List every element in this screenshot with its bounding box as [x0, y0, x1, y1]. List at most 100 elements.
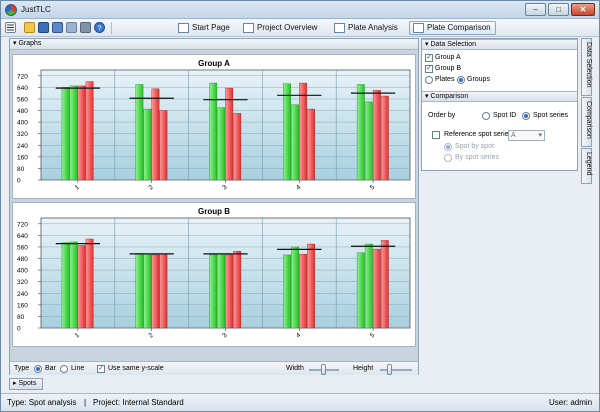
groups-radio[interactable]	[457, 76, 465, 84]
bar	[291, 104, 299, 181]
bar	[151, 88, 160, 181]
bar	[143, 108, 152, 181]
collapse-arrow-icon: ▾	[425, 93, 431, 100]
svg-text:?: ?	[98, 26, 102, 33]
bar	[225, 87, 234, 181]
graphs-footer: Type Bar Line ✓ Use same y-scale Width H…	[10, 361, 418, 375]
tab-start-page-label: Start Page	[192, 23, 230, 32]
side-tab-comparison[interactable]: Comparison	[581, 97, 592, 147]
tab-project-overview[interactable]: Project Overview	[239, 21, 322, 35]
y-tick-label: 0	[17, 178, 21, 185]
x-tick-label: 3	[221, 184, 229, 192]
bar	[372, 248, 381, 329]
y-tick-label: 0	[17, 326, 21, 333]
chart-group-a-svg: Group A 0 80 160 240 320 400 480 560 640 720 1 2 3 4 5	[17, 59, 411, 192]
side-tab-data-selection[interactable]: Data Selection	[581, 38, 592, 96]
plate-comparison-icon	[413, 23, 424, 33]
data-selection-header[interactable]: ▾ Data Selection	[422, 39, 577, 50]
reference-spot-serie-checkbox[interactable]	[432, 131, 440, 139]
bar	[283, 254, 291, 329]
tab-plate-analysis[interactable]: Plate Analysis	[330, 21, 403, 35]
graphs-panel: ▾ Graphs Group A 0 80 160 240 320 400 480 560 640…	[9, 38, 419, 375]
bar	[69, 241, 78, 329]
y-tick-label: 80	[17, 166, 25, 173]
side-tab-legend-label: Legend	[585, 152, 592, 176]
reference-spot-serie-dropdown[interactable]: A	[508, 130, 545, 141]
undo-icon[interactable]	[66, 22, 77, 33]
bar	[307, 243, 315, 329]
group-a-checkbox[interactable]: ✓	[425, 54, 433, 62]
toolbar-separator	[111, 22, 112, 34]
close-button[interactable]: ✕	[571, 3, 595, 16]
tab-plate-comparison[interactable]: Plate Comparison	[409, 21, 496, 35]
toolbar: ? Start Page Project Overview Plate Anal…	[1, 19, 599, 37]
bar	[380, 95, 389, 181]
spot-by-spot-radio[interactable]	[444, 143, 452, 151]
plates-radio[interactable]	[425, 76, 433, 84]
print-icon[interactable]	[80, 22, 91, 33]
line-radio[interactable]	[60, 365, 68, 373]
reference-spot-serie-label: Reference spot serie	[444, 131, 509, 138]
side-tab-legend[interactable]: Legend	[581, 148, 592, 184]
y-tick-label: 560	[17, 244, 28, 251]
bar	[69, 85, 78, 181]
bar	[372, 90, 381, 181]
status-divider: |	[84, 398, 87, 407]
spots-panel-header[interactable]: ▸ Spots	[9, 378, 43, 390]
export-icon[interactable]	[52, 22, 63, 33]
by-spot-series-radio[interactable]	[444, 154, 452, 162]
bar	[209, 82, 218, 181]
y-tick-label: 560	[17, 96, 28, 103]
side-tab-comparison-label: Comparison	[585, 101, 592, 139]
x-tick-label: 1	[74, 184, 82, 192]
menu-icon[interactable]	[5, 22, 16, 33]
bar	[77, 245, 86, 329]
bar	[356, 84, 365, 181]
y-tick-label: 640	[17, 85, 28, 92]
x-tick-label: 5	[369, 332, 377, 340]
tab-start-page[interactable]: Start Page	[174, 21, 235, 35]
width-slider-thumb[interactable]	[321, 364, 326, 375]
bar	[225, 254, 234, 329]
chart-title: Group A	[198, 59, 230, 68]
graphs-header[interactable]: ▾ Graphs	[10, 39, 418, 50]
x-tick-label: 3	[221, 332, 229, 340]
by-spot-series-label: By spot series	[455, 154, 499, 161]
tab-plate-analysis-label: Plate Analysis	[348, 23, 398, 32]
open-folder-icon[interactable]	[24, 22, 35, 33]
height-label: Height	[353, 365, 374, 372]
spot-series-radio[interactable]	[522, 112, 530, 120]
group-b-checkbox[interactable]: ✓	[425, 65, 433, 73]
x-tick-label: 5	[369, 184, 377, 192]
height-slider-thumb[interactable]	[387, 364, 392, 375]
minimize-button[interactable]: –	[525, 3, 546, 16]
y-tick-label: 160	[17, 302, 28, 309]
bar	[85, 238, 94, 329]
title-bar: JustTLC – □ ✕	[1, 1, 599, 19]
bar	[364, 243, 373, 329]
y-tick-label: 240	[17, 291, 28, 298]
same-y-scale-checkbox[interactable]: ✓	[97, 365, 105, 373]
comparison-header[interactable]: ▾ Comparison	[422, 91, 577, 102]
bar	[356, 252, 365, 329]
y-tick-label: 320	[17, 279, 28, 286]
start-page-icon	[178, 23, 189, 33]
bar	[299, 253, 307, 329]
spot-id-radio[interactable]	[482, 112, 490, 120]
bar	[380, 240, 389, 329]
bar	[233, 251, 242, 329]
collapse-arrow-icon: ▾	[425, 41, 431, 48]
height-slider[interactable]	[380, 369, 412, 371]
maximize-button[interactable]: □	[548, 3, 569, 16]
y-tick-label: 480	[17, 256, 28, 263]
save-icon[interactable]	[38, 22, 49, 33]
bar-radio[interactable]	[34, 365, 42, 373]
group-b-label: Group B	[435, 65, 462, 72]
project-overview-icon	[243, 23, 254, 33]
help-icon[interactable]: ?	[94, 22, 105, 33]
bar	[85, 81, 94, 181]
app-logo-icon	[5, 4, 17, 16]
y-tick-label: 720	[17, 73, 28, 80]
x-tick-label: 2	[147, 332, 155, 340]
